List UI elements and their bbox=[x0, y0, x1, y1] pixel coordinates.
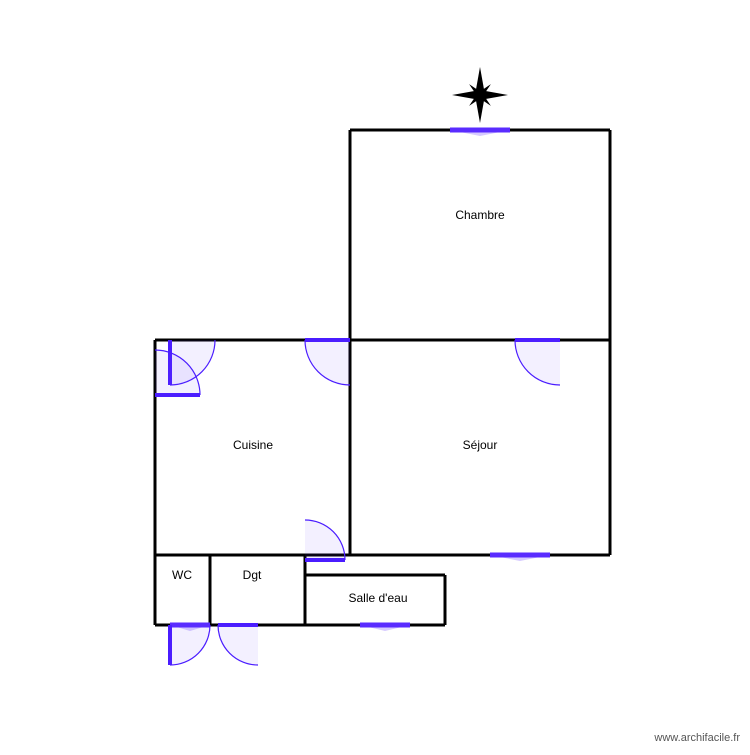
room-label: Dgt bbox=[243, 568, 262, 582]
door-swing bbox=[305, 520, 345, 560]
room-label: Chambre bbox=[455, 208, 504, 222]
room-label: WC bbox=[172, 568, 192, 582]
room-label: Séjour bbox=[463, 438, 498, 452]
window-glazing bbox=[360, 625, 410, 631]
compass-rose bbox=[452, 67, 508, 123]
floorplan-svg bbox=[0, 0, 750, 750]
window-glazing bbox=[490, 555, 550, 561]
footer-link: www.archifacile.fr bbox=[654, 732, 740, 744]
door-swing bbox=[170, 625, 210, 665]
room-label: Cuisine bbox=[233, 438, 273, 452]
window-glazing bbox=[450, 130, 510, 136]
door-swing bbox=[515, 340, 560, 385]
room-label: Salle d'eau bbox=[348, 591, 407, 605]
door-swing bbox=[305, 340, 350, 385]
door-swing bbox=[218, 625, 258, 665]
floorplan-canvas: www.archifacile.fr Chambre Séjour Cuisine W… bbox=[0, 0, 750, 750]
